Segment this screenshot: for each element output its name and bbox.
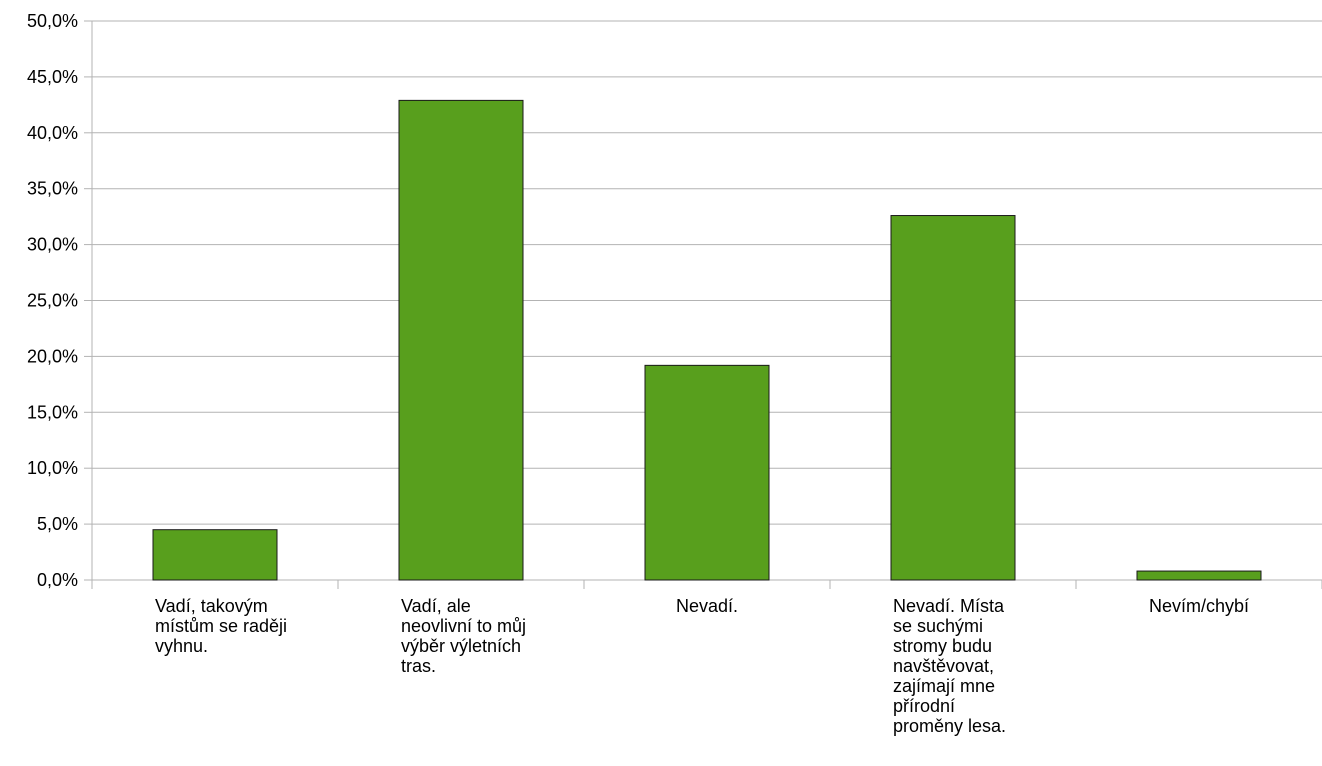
- bar: [152, 529, 278, 581]
- y-tick-label: 5,0%: [37, 514, 78, 534]
- x-category-label-line: proměny lesa.: [893, 716, 1007, 736]
- x-category-label-line: zajímají mne: [893, 676, 996, 696]
- x-category-label-line: Vadí, takovým: [155, 596, 268, 616]
- x-category-label: Nevím/chybí: [1124, 596, 1274, 616]
- x-category-label-line: Nevím/chybí: [1148, 596, 1250, 616]
- x-category-label-line: se suchými: [893, 616, 984, 636]
- y-tick-label: 20,0%: [27, 346, 78, 366]
- y-tick-label: 40,0%: [27, 123, 78, 143]
- bar: [398, 99, 524, 581]
- y-tick-label: 0,0%: [37, 570, 78, 590]
- y-tick-label: 25,0%: [27, 291, 78, 311]
- y-tick-label: 45,0%: [27, 67, 78, 87]
- x-category-label-line: Nevadí.: [675, 596, 739, 616]
- x-category-label: Vadí, ale neovlivní to můj výběr výletních…: [401, 596, 551, 676]
- x-category-label-line: Nevadí. Místa: [893, 596, 1005, 616]
- x-category-label-line: tras.: [401, 656, 437, 676]
- bar: [890, 215, 1016, 581]
- x-category-label-line: Vadí, ale: [401, 596, 471, 616]
- bar: [1136, 570, 1262, 581]
- x-category-label-line: vyhnu.: [155, 636, 209, 656]
- x-category-label-line: místům se raději: [155, 616, 288, 636]
- x-category-label-line: navštěvovat,: [893, 656, 995, 676]
- y-tick-label: 30,0%: [27, 235, 78, 255]
- x-category-label-line: výběr výletních: [401, 636, 522, 656]
- x-category-label-line: stromy budu: [893, 636, 993, 656]
- bar: [644, 364, 770, 581]
- x-category-label: Nevadí.: [632, 596, 782, 616]
- x-category-label-line: neovlivní to můj: [401, 616, 527, 636]
- x-category-label: Nevadí. Místa se suchými stromy budu navště…: [893, 596, 1043, 736]
- x-category-label-line: přírodní: [893, 696, 956, 716]
- y-tick-label: 10,0%: [27, 458, 78, 478]
- x-category-label: Vadí, takovým místům se raději vyhnu.: [155, 596, 305, 656]
- y-tick-label: 50,0%: [27, 11, 78, 31]
- y-tick-label: 15,0%: [27, 402, 78, 422]
- y-tick-label: 35,0%: [27, 179, 78, 199]
